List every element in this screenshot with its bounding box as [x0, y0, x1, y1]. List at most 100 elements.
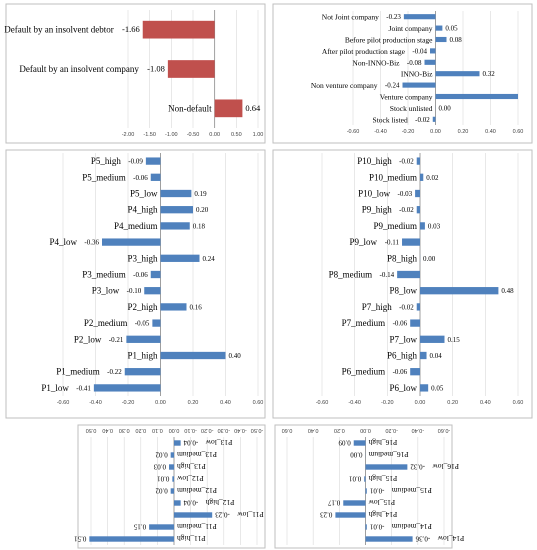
x-tick-label: -0.40	[348, 400, 361, 406]
category-label: P13_low	[205, 438, 232, 447]
bar	[150, 173, 161, 181]
category-label: P9_low	[350, 237, 378, 247]
data-label: -0.41	[76, 384, 91, 392]
x-tick-label: 0.20	[135, 427, 146, 433]
category-label: P2_low	[74, 334, 102, 344]
bar	[343, 500, 366, 506]
category-label: Non-INNO-Biz	[352, 58, 400, 67]
bar	[420, 384, 429, 392]
category-label: P1_high	[127, 351, 158, 361]
x-tick-label: -0.30	[218, 427, 231, 433]
data-label: -0.14	[380, 271, 395, 279]
data-label: 0.18	[193, 222, 206, 230]
plot-area: -0.60 -0.40 -0.20 0.00 0.20 0.40 0.60 P5_high -0…	[41, 153, 263, 406]
bar	[160, 303, 187, 311]
x-tick-label: -0.50	[251, 427, 264, 433]
plot-area: -0.50 -0.40-0.30 -0.20 -0.10 0.00 0.10 0.20 0.3…	[74, 427, 264, 545]
category-label: P11_low	[237, 510, 264, 519]
data-label: -0.06	[133, 174, 148, 182]
x-tick-label: -0.40	[89, 400, 102, 406]
plot-area: -2.00 -1.50 -1.00 -0.50 0.00 0.50 1.00 Default …	[4, 10, 263, 138]
data-label: 0.16	[190, 303, 203, 311]
category-label: Non venture company	[311, 81, 378, 90]
bar	[415, 189, 420, 198]
bar	[169, 464, 174, 470]
x-tick-label: -0.50	[187, 132, 200, 138]
data-label: 0.64	[245, 103, 261, 113]
category-label: P4_low	[49, 237, 77, 247]
category-label: P9_high	[362, 205, 393, 215]
bar	[420, 335, 445, 343]
panel-border	[5, 149, 266, 419]
category-label: P5_high	[91, 156, 122, 166]
x-tick-label: -0.60	[438, 427, 451, 433]
category-label: P15_high	[368, 474, 397, 483]
category-label: P16_low	[432, 462, 459, 471]
panel-border	[274, 424, 453, 549]
data-label: 0.15	[448, 336, 461, 344]
category-label: P13_medium	[177, 450, 217, 459]
data-label: -0.06	[133, 271, 148, 279]
category-label: P10_medium	[369, 172, 417, 182]
data-label: 0.32	[483, 70, 496, 78]
data-label: 0.15	[133, 523, 146, 531]
x-tick-label: -0.40	[412, 427, 425, 433]
category-label: P4_high	[127, 205, 158, 215]
category-label: P15_medium	[392, 486, 432, 495]
data-label: 0.19	[194, 190, 207, 198]
x-tick-label: 0.30	[119, 427, 130, 433]
data-label: 0.48	[501, 287, 514, 295]
data-label: 0.20	[196, 206, 209, 214]
data-label: 0.03	[153, 463, 166, 471]
x-tick-label: 0.40	[480, 400, 491, 406]
x-tick-label: 0.60	[513, 129, 524, 135]
category-label: P10_high	[357, 156, 392, 166]
panel-border	[272, 149, 533, 419]
data-label: -0.01	[369, 523, 384, 531]
bar	[145, 157, 161, 165]
bar	[160, 222, 190, 230]
plot-area: -0.60 -0.40 -0.20 0.00 0.20 0.40 0.60 P14_low -0…	[282, 427, 464, 545]
category-label: P3_high	[127, 253, 158, 263]
category-label: P6_medium	[342, 367, 386, 377]
data-label: -0.02	[399, 158, 414, 166]
category-label: P14_high	[368, 510, 397, 519]
x-tick-label: -1.00	[165, 132, 178, 138]
x-tick-label: 0.60	[282, 427, 293, 433]
x-tick-label: -0.20	[402, 129, 415, 135]
bar	[335, 512, 366, 518]
bar	[364, 476, 366, 482]
x-tick-label: -0.20	[381, 400, 394, 406]
category-label: P6_low	[389, 383, 417, 393]
panel-border	[272, 3, 533, 144]
category-label: P12_low	[176, 474, 203, 483]
x-tick-label: -0.20	[385, 427, 398, 433]
bar	[170, 488, 174, 494]
data-label: -0.23	[386, 13, 401, 21]
x-tick-label: -0.60	[57, 400, 70, 406]
plot-area: -0.60 -0.40 -0.20 0.00 0.20 0.40 0.60 Not Joint…	[311, 11, 524, 135]
bar	[167, 60, 215, 78]
category-label: P2_high	[127, 302, 158, 312]
x-tick-label: -0.60	[316, 400, 329, 406]
x-tick-label: 0.20	[447, 400, 458, 406]
category-label: Before pilot production stage	[345, 36, 433, 45]
bar	[93, 384, 161, 392]
data-label: -0.04	[183, 499, 198, 507]
data-label: -0.36	[84, 239, 99, 247]
data-label: 0.17	[328, 499, 341, 507]
category-label: P1_low	[41, 383, 69, 393]
category-label: P16_medium	[368, 450, 408, 459]
bar	[420, 173, 424, 181]
bar	[365, 464, 408, 470]
x-tick-label: 0.40	[308, 427, 319, 433]
data-label: 0.01	[157, 475, 170, 483]
bar	[144, 287, 161, 295]
data-label: -0.23	[215, 511, 230, 519]
data-label: -0.11	[385, 239, 400, 247]
x-tick-label: 0.00	[209, 132, 220, 138]
data-label: 0.00	[423, 255, 436, 263]
panel-border	[5, 3, 266, 144]
